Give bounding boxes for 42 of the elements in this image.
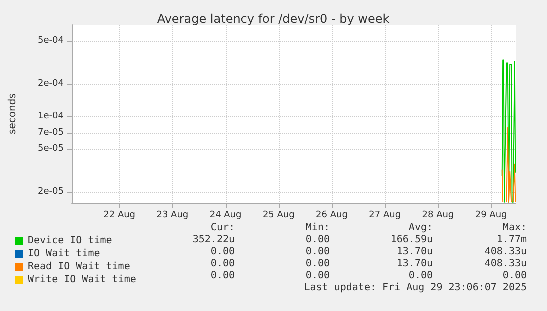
text: 0.00 [306,270,330,282]
legend-label: Device IO time [28,236,112,246]
x-tick-label: 28 Aug [422,210,454,220]
text: Cur: [210,222,236,234]
y-tick-label: 5e-05 [38,144,64,154]
x-tick-label: 22 Aug [104,210,136,220]
x-tick-label: 29 Aug [475,210,508,220]
text: 0.00 [408,270,434,282]
text: 13.70u [396,246,433,258]
y-tick-label: 5e-04 [38,36,64,46]
text: Min: [306,222,330,234]
legend-label: IO Wait time [28,248,100,260]
x-tick-label: 25 Aug [262,210,295,220]
line-series [502,60,516,203]
text: Last update: Fri Aug 29 23:06:07 2025 [304,282,528,294]
text: 0.00 [210,258,236,270]
text: Avg: [408,222,434,234]
x-tick-label: 24 Aug [210,210,242,220]
y-tick-label: 1e-04 [38,111,64,122]
y-tick-label: 2e-04 [38,78,64,89]
text: 13.70u [396,258,433,270]
text: 352.22u [192,234,236,246]
text: 0.00 [502,270,528,282]
text: 0.00 [210,246,236,258]
text: 0.00 [210,270,236,282]
text: 166.59u [390,234,434,246]
y-axis-title: seconds [8,94,18,134]
text: 408.33u [484,258,528,270]
x-tick-label: 26 Aug [316,210,348,220]
text: 1.77m [496,234,528,246]
text: 408.33u [484,246,528,258]
text: 0.00 [306,258,330,270]
legend-label: Read IO Wait time [28,262,130,272]
y-tick-label: 2e-05 [38,186,64,197]
text: 0.00 [306,234,330,246]
legend-label: Write IO Wait time [28,274,136,286]
text: Max: [502,222,528,234]
y-tick-label: 7e-05 [38,128,64,138]
x-tick-label: 23 Aug [156,210,189,220]
chart-title: Average latency for /dev/sr0 - by week [157,12,390,26]
text: 0.00 [306,246,330,258]
x-tick-label: 27 Aug [369,210,402,220]
